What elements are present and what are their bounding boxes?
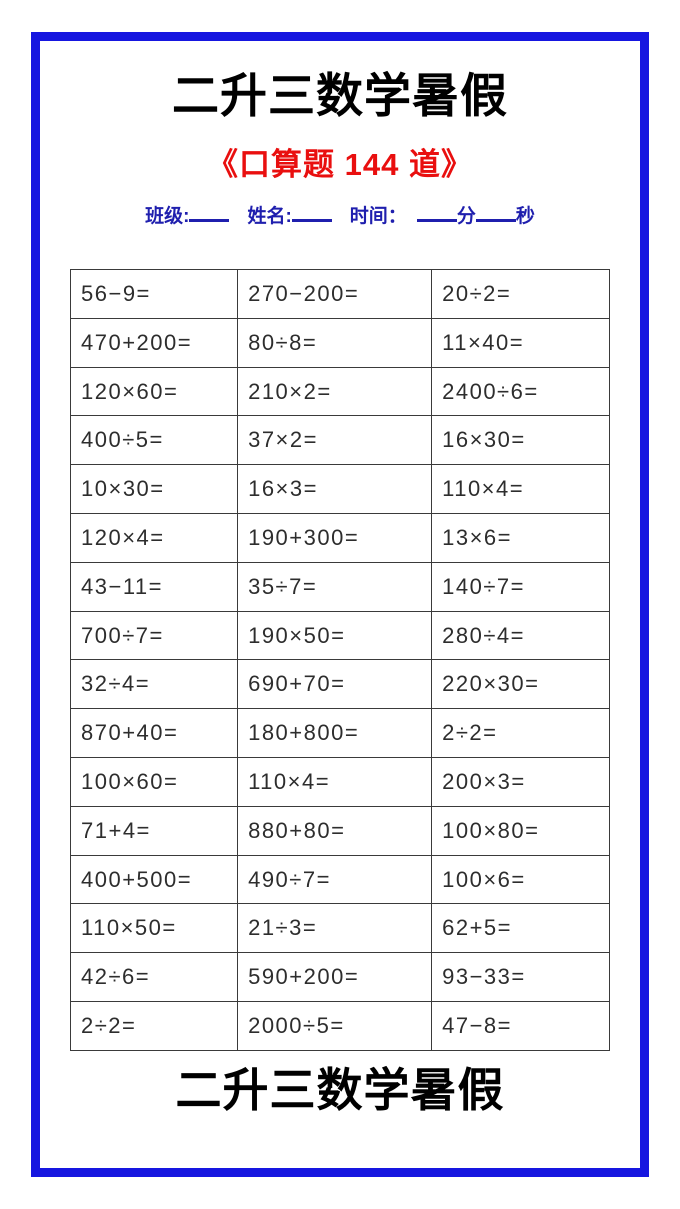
problem-cell: 13×6= [431,513,610,563]
problem-cell: 35÷7= [237,561,433,612]
table-row: 400+500= 490÷7= 100×6= [69,854,610,905]
time-label: 时间： [349,206,407,228]
problem-cell: 11×40= [431,317,610,368]
problem-cell: 2÷2= [69,1001,239,1051]
problem-cell: 400+500= [69,854,239,905]
table-row: 71+4= 880+80= 100×80= [69,805,610,856]
problem-cell: 490÷7= [237,854,433,905]
worksheet-frame: 二升三数学暑假 《口算题 144 道》 班级: 姓名: 时间： 分 秒 56−9= 270… [31,32,649,1177]
table-row: 400÷5= 37×2= 16×30= [69,415,610,466]
problem-cell: 180+800= [237,708,433,759]
problem-cell: 690+70= [237,659,433,710]
problem-cell: 700÷7= [69,610,239,661]
problem-cell: 43−11= [69,561,239,612]
problem-cell: 590+200= [237,952,433,1002]
minutes-label: 分 [456,206,476,228]
table-row: 32÷4= 690+70= 220×30= [69,659,610,710]
class-blank-line [189,207,230,223]
table-row: 700÷7= 190×50= 280÷4= [69,610,610,661]
table-row: 110×50= 21÷3= 62+5= [69,903,610,954]
problem-cell: 10×30= [69,464,239,515]
seconds-blank-line [475,207,516,223]
table-row: 120×60= 210×2= 2400÷6= [69,366,610,417]
problem-cell: 200×3= [431,757,610,807]
problem-cell: 62+5= [431,903,610,954]
problem-cell: 80÷8= [237,317,433,368]
problem-cell: 2400÷6= [431,366,610,417]
problem-cell: 280÷4= [431,610,610,661]
problems-table-body: 56−9= 270−200= 20÷2= 470+200= 80÷8= 11×40= 120… [69,269,610,1051]
problem-cell: 190×50= [237,610,433,661]
name-label: 姓名: [247,206,292,228]
problem-cell: 37×2= [237,415,433,466]
problem-cell: 71+4= [69,805,239,856]
problem-cell: 110×50= [69,903,239,954]
page-title: 二升三数学暑假 [172,69,508,122]
problem-cell: 32÷4= [69,659,239,710]
table-row: 470+200= 80÷8= 11×40= [69,317,610,368]
problem-cell: 110×4= [237,757,433,807]
table-row: 2÷2= 2000÷5= 47−8= [69,1001,610,1051]
name-blank-line [291,207,332,223]
problem-cell: 140÷7= [431,561,610,612]
problem-cell: 100×60= [69,757,239,807]
problem-cell: 190+300= [237,513,433,563]
problems-table: 56−9= 270−200= 20÷2= 470+200= 80÷8= 11×40= 120… [69,269,610,1051]
problem-cell: 470+200= [69,317,239,368]
page-subtitle: 《口算题 144 道》 [207,147,473,183]
table-row: 56−9= 270−200= 20÷2= [69,269,610,319]
problem-cell: 220×30= [431,659,610,710]
problem-cell: 400÷5= [69,415,239,466]
problem-cell: 100×80= [431,805,610,856]
table-row: 43−11= 35÷7= 140÷7= [69,561,610,612]
problem-cell: 270−200= [237,269,433,319]
footer-title: 二升三数学暑假 [175,1063,505,1116]
problem-cell: 870+40= [69,708,239,759]
problem-cell: 880+80= [237,805,433,856]
problem-cell: 120×4= [69,513,239,563]
problem-cell: 47−8= [431,1001,610,1051]
table-row: 10×30= 16×3= 110×4= [69,464,610,515]
problem-cell: 21÷3= [237,903,433,954]
table-row: 100×60= 110×4= 200×3= [69,757,610,807]
problem-cell: 210×2= [237,366,433,417]
problem-cell: 42÷6= [69,952,239,1002]
problem-cell: 56−9= [69,269,239,319]
student-info-line: 班级: 姓名: 时间： 分 秒 [40,201,640,228]
problem-cell: 16×30= [431,415,610,466]
problem-cell: 120×60= [69,366,239,417]
problem-cell: 2000÷5= [237,1001,433,1051]
minutes-blank-line [416,207,457,223]
problem-cell: 2÷2= [431,708,610,759]
table-row: 120×4= 190+300= 13×6= [69,513,610,563]
class-label: 班级: [145,206,190,228]
table-row: 42÷6= 590+200= 93−33= [69,952,610,1002]
problem-cell: 20÷2= [431,269,610,319]
problem-cell: 110×4= [431,464,610,515]
table-row: 870+40= 180+800= 2÷2= [69,708,610,759]
problem-cell: 93−33= [431,952,610,1002]
seconds-label: 秒 [515,206,535,228]
problem-cell: 16×3= [237,464,433,515]
problem-cell: 100×6= [431,854,610,905]
